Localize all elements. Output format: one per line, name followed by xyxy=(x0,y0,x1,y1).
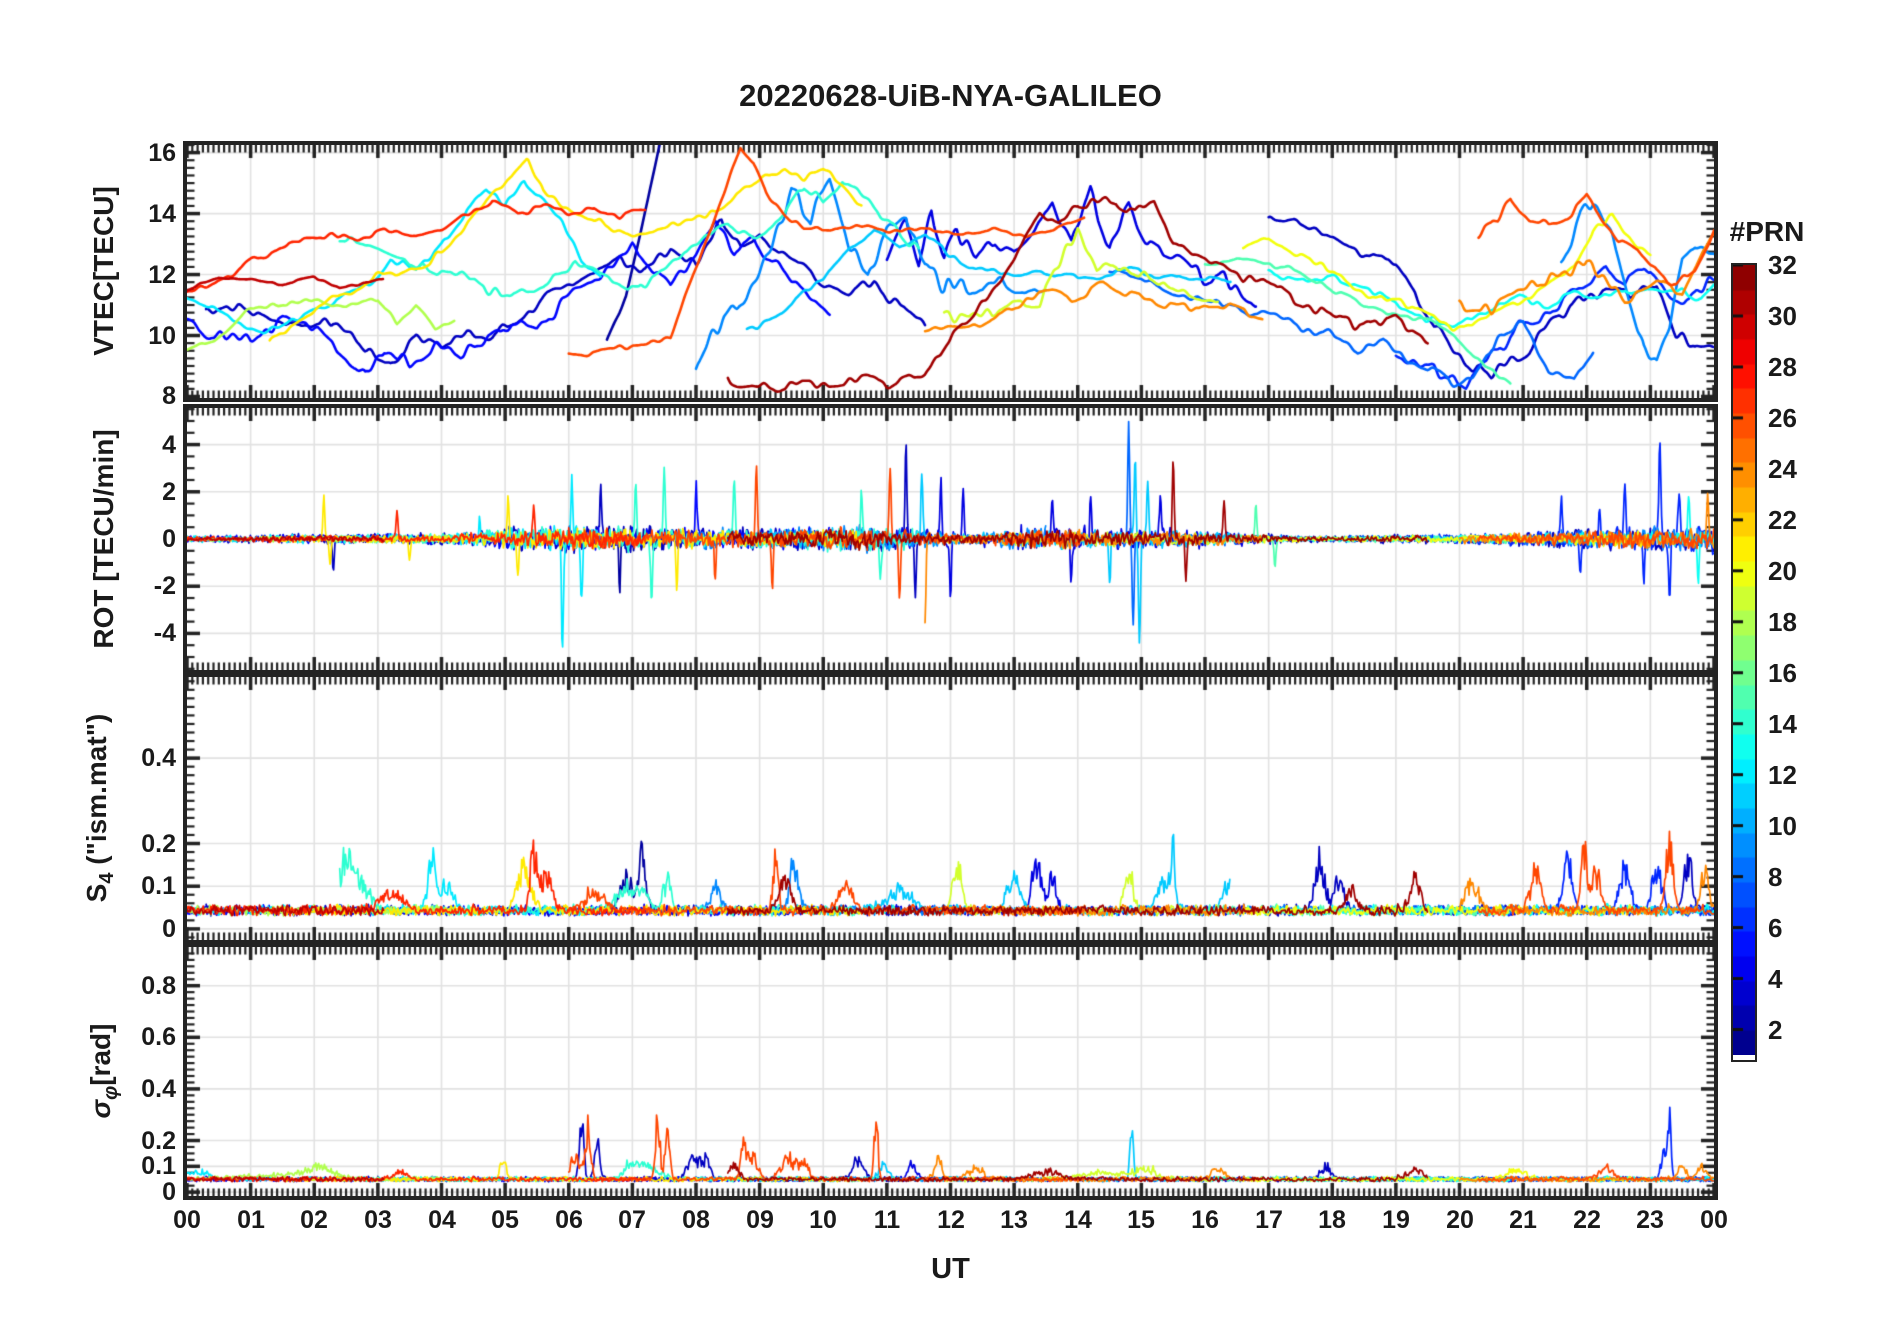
y-tick-label: 12 xyxy=(148,261,176,289)
colorbar-tick-label: 12 xyxy=(1768,760,1797,790)
x-tick-label: 03 xyxy=(364,1206,392,1234)
panel-vtec xyxy=(183,141,1718,402)
x-tick-label: 00 xyxy=(1700,1206,1728,1234)
x-tick-label: 15 xyxy=(1127,1206,1155,1234)
y-tick-label: 0.1 xyxy=(141,1152,176,1180)
x-tick-label: 17 xyxy=(1255,1206,1283,1234)
colorbar-tick-label: 30 xyxy=(1768,301,1797,331)
y-tick-label: 8 xyxy=(162,382,176,410)
y-tick-label: 0 xyxy=(162,915,176,943)
y-tick-label: -4 xyxy=(153,619,176,647)
y-tick-label: 4 xyxy=(162,431,176,459)
y-tick-label: 0.8 xyxy=(141,972,176,1000)
colorbar-tick-label: 22 xyxy=(1768,505,1797,535)
rot-plot-canvas xyxy=(187,408,1714,670)
x-tick-label: 09 xyxy=(746,1206,774,1234)
colorbar-tick-label: 28 xyxy=(1768,352,1797,382)
colorbar-tick-label: 16 xyxy=(1768,658,1797,688)
colorbar-tick-label: 20 xyxy=(1768,556,1797,586)
x-tick-label: 07 xyxy=(618,1206,646,1234)
colorbar-canvas xyxy=(1733,265,1755,1055)
colorbar-tick-label: 4 xyxy=(1768,964,1783,994)
s4-plot-canvas xyxy=(187,677,1714,940)
y-tick-label: -2 xyxy=(153,572,176,600)
x-tick-label: 01 xyxy=(237,1206,265,1234)
x-tick-label: 00 xyxy=(173,1206,201,1234)
y-tick-label: 0.6 xyxy=(141,1023,176,1051)
x-tick-label: 12 xyxy=(937,1206,965,1234)
x-tick-label: 14 xyxy=(1064,1206,1092,1234)
colorbar-tick-label: 26 xyxy=(1768,403,1797,433)
panel-sigma xyxy=(183,943,1718,1200)
panel-rot xyxy=(183,404,1718,674)
y-tick-label: 0.2 xyxy=(141,1127,176,1155)
x-tick-label: 23 xyxy=(1636,1206,1664,1234)
y-tick-label: 0.4 xyxy=(141,744,176,772)
chart-title: 20220628-UiB-NYA-GALILEO xyxy=(739,78,1162,113)
colorbar-tick-label: 2 xyxy=(1768,1015,1783,1045)
x-tick-label: 08 xyxy=(682,1206,710,1234)
y-tick-label: 0.2 xyxy=(141,830,176,858)
x-tick-label: 19 xyxy=(1382,1206,1410,1234)
x-tick-label: 06 xyxy=(555,1206,583,1234)
x-tick-label: 13 xyxy=(1000,1206,1028,1234)
x-tick-label: 05 xyxy=(491,1206,519,1234)
y-tick-label: 0 xyxy=(162,525,176,553)
colorbar-tick-label: 14 xyxy=(1768,709,1797,739)
colorbar-tick-label: 32 xyxy=(1768,250,1797,280)
colorbar-title: #PRN xyxy=(1729,216,1805,247)
x-tick-label: 21 xyxy=(1509,1206,1537,1234)
x-tick-label: 18 xyxy=(1318,1206,1346,1234)
panel-s4 xyxy=(183,673,1718,944)
colorbar-tick-label: 10 xyxy=(1768,811,1797,841)
y-tick-label: 14 xyxy=(148,200,176,228)
colorbar-tick-label: 8 xyxy=(1768,862,1783,892)
x-tick-label: 11 xyxy=(873,1206,901,1234)
vtec-plot-canvas xyxy=(187,145,1714,398)
colorbar xyxy=(1731,263,1757,1062)
x-axis-label: UT xyxy=(931,1253,970,1285)
x-tick-label: 02 xyxy=(300,1206,328,1234)
y-tick-label: 0 xyxy=(162,1178,176,1206)
colorbar-tick-label: 18 xyxy=(1768,607,1797,637)
x-tick-label: 22 xyxy=(1573,1206,1601,1234)
y-tick-label: 2 xyxy=(162,478,176,506)
x-tick-label: 16 xyxy=(1191,1206,1219,1234)
y-tick-label: 0.1 xyxy=(141,872,176,900)
y-tick-label: 0.4 xyxy=(141,1075,176,1103)
sigma-plot-canvas xyxy=(187,947,1714,1196)
x-tick-label: 10 xyxy=(809,1206,837,1234)
colorbar-tick-label: 24 xyxy=(1768,454,1797,484)
x-tick-label: 04 xyxy=(428,1206,456,1234)
y-tick-label: 16 xyxy=(148,139,176,167)
y-tick-label: 10 xyxy=(148,322,176,350)
colorbar-tick-label: 6 xyxy=(1768,913,1783,943)
x-tick-label: 20 xyxy=(1446,1206,1474,1234)
